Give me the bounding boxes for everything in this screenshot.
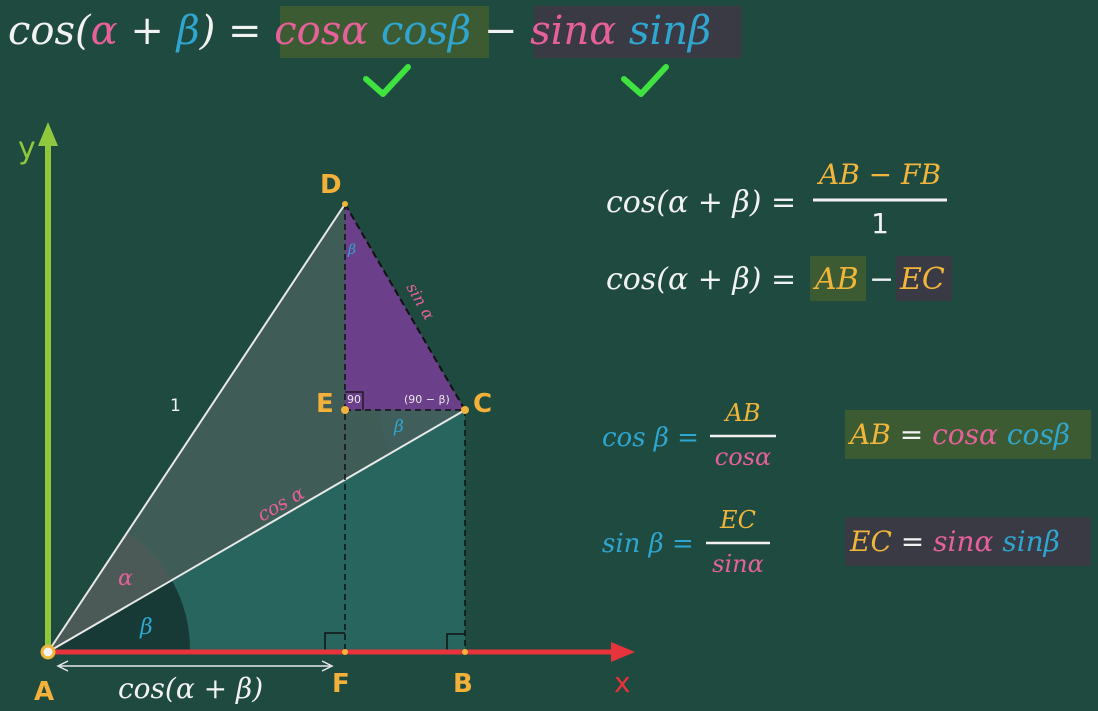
svg-text:cos(α + β) = cosα cosβ − sinα: cos(α + β) = cosα cosβ − sinα sinβ: [8, 8, 711, 54]
point-F: [342, 649, 348, 655]
res2-sp3: [993, 525, 1002, 558]
side-DC: [344, 203, 466, 411]
angle-alpha-label: α: [118, 566, 133, 591]
angle-90-minus-label: (90 − β): [404, 393, 450, 406]
geometry-diagram: y x cos(α + β) A D E C F B 1 cos α sin α…: [18, 122, 635, 707]
title-sin-alpha: sinα: [530, 8, 616, 54]
label-D: D: [320, 170, 342, 200]
x-axis-label: x: [614, 666, 631, 699]
eq4-denominator: sinα: [712, 550, 764, 578]
point-B: [462, 649, 468, 655]
measure-label-text: cos(α + β): [118, 672, 263, 705]
result-1-highlight: [845, 410, 1091, 459]
point-C: [461, 406, 469, 414]
y-axis-label: y: [18, 131, 36, 166]
title-beta: β: [175, 8, 200, 54]
title-formula: cos(α + β) = cosα cosβ − sinα sinβ: [8, 6, 742, 97]
result-2-highlight: [845, 517, 1091, 566]
eq3-lhs: cos β =: [602, 423, 699, 453]
check-icon: [363, 64, 411, 97]
result-2: EC = sinα sinβ: [845, 517, 1091, 566]
eq3-numerator: AB: [724, 399, 761, 427]
title-plus: +: [118, 8, 177, 54]
result-1: AB = cosα cosβ: [845, 410, 1091, 459]
label-B: B: [453, 669, 473, 699]
check-icon: [621, 64, 669, 97]
equation-3: cos β = AB cosα: [602, 399, 776, 471]
res2-sin-alpha: sinα: [933, 525, 993, 558]
title-equals: =: [215, 8, 274, 54]
right-angle-E: [345, 391, 364, 410]
title-rparen: ): [199, 8, 216, 54]
highlight-ab: [810, 256, 866, 301]
point-A: [40, 644, 56, 660]
title-cos-alpha: cosα: [274, 8, 368, 54]
eq4-numerator: EC: [719, 506, 756, 534]
title-cos: cos: [8, 8, 75, 54]
res2-ec: EC: [849, 525, 892, 558]
title-sin-beta: sinβ: [616, 8, 711, 54]
measure-label: cos(α + β): [118, 672, 263, 705]
res2-equals: =: [901, 525, 924, 558]
res2-sin-beta: sinβ: [1002, 525, 1060, 558]
label-E: E: [316, 389, 334, 419]
res1-cos-beta: cosβ: [1007, 418, 1070, 451]
label-hypotenuse: 1: [170, 396, 181, 416]
equation-4: sin β = EC sinα: [602, 506, 770, 578]
eq3-denominator: cosα: [715, 443, 771, 471]
side-AC: [47, 409, 466, 653]
angle-90-label: 90: [347, 393, 361, 406]
eq2-ab: AB: [812, 262, 859, 297]
eq2-minus: −: [869, 262, 894, 297]
y-axis-arrow: [38, 122, 58, 146]
angle-beta-label: β: [139, 615, 153, 640]
res1-space: [923, 418, 932, 451]
res2-sp: [892, 525, 901, 558]
x-axis-arrow: [611, 642, 635, 662]
angle-arc-alpha: [48, 533, 171, 652]
label-A: A: [34, 677, 54, 707]
highlight-cos-terms: [280, 6, 489, 58]
svg-text:AB = cosα cosβ: AB = cosα cosβ: [847, 418, 1070, 451]
point-E: [341, 406, 349, 414]
eq4-lhs: sin β =: [602, 529, 694, 559]
label-C: C: [473, 389, 492, 419]
angle-arc-beta: [48, 579, 191, 652]
right-angle-B: [446, 633, 465, 652]
res1-eq: [891, 418, 900, 451]
hypotenuse-AD: [47, 203, 346, 653]
eq1-denominator: 1: [871, 207, 889, 240]
highlight-sin-terms: [534, 6, 742, 58]
right-angle-F: [324, 632, 345, 652]
res1-ab: AB: [847, 418, 891, 451]
res1-cos-alpha: cosα: [932, 418, 998, 451]
label-F: F: [332, 669, 350, 699]
angle-arc-beta-c: [379, 410, 465, 453]
eq2-ec: EC: [899, 262, 945, 297]
eq2-lhs: cos(α + β) =: [606, 262, 796, 297]
eq1-numerator: AB − FB: [816, 158, 941, 191]
res2-sp2: [924, 525, 933, 558]
equation-1: cos(α + β) = AB − FB 1: [606, 158, 947, 240]
angle-beta-c-label: β: [393, 417, 404, 437]
point-D: [342, 201, 348, 207]
res1-space2: [998, 418, 1007, 451]
title-cos-beta: cosβ: [368, 8, 471, 54]
svg-text:EC = sinα sinβ: EC = sinα sinβ: [849, 525, 1060, 558]
highlight-ec: [896, 256, 952, 301]
measure-arrow-right: [321, 660, 334, 672]
equation-2: cos(α + β) = AB − EC: [606, 256, 952, 301]
res1-equals: =: [900, 418, 923, 451]
angle-beta-d-label: β: [347, 242, 356, 258]
title-minus: −: [471, 8, 530, 54]
measure-arrow-left: [56, 660, 69, 672]
eq1-lhs: cos(α + β) =: [606, 185, 796, 220]
title-lparen: (: [75, 8, 92, 54]
title-alpha: α: [91, 8, 118, 54]
